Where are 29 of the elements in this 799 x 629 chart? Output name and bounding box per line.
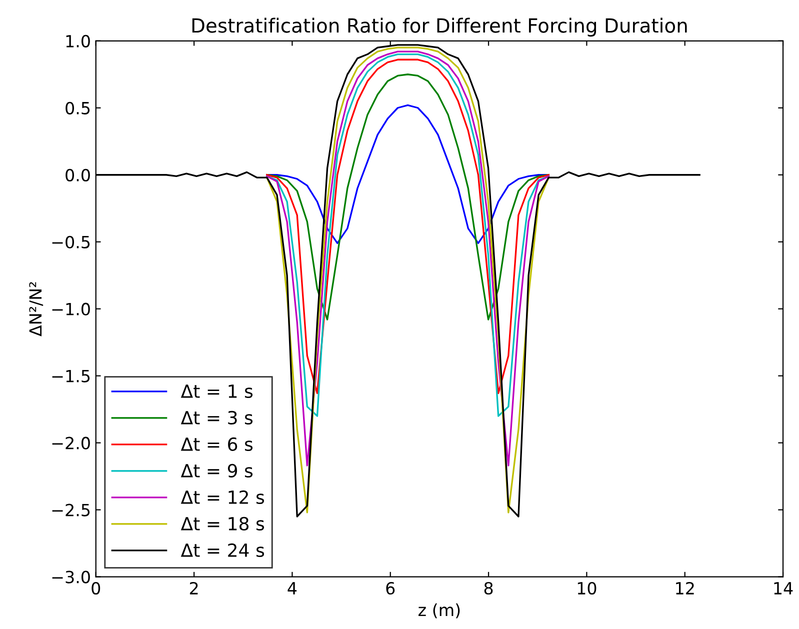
line-series [266, 104, 550, 244]
legend-label: Δt = 3 s [180, 410, 253, 425]
line-series [266, 74, 550, 320]
x-tick-label: 2 [190, 582, 198, 594]
y-tick-label: −3.0 [52, 570, 90, 584]
x-tick-label: 4 [288, 582, 297, 594]
y-tick-label: 0.5 [66, 102, 90, 114]
y-tick-label: 1.0 [66, 34, 90, 48]
y-tick-label: 0.0 [66, 168, 90, 182]
x-tick-label: 8 [484, 582, 493, 595]
y-axis-title: ΔN²/N² [29, 282, 44, 336]
legend-label: Δt = 6 s [180, 437, 253, 452]
y-tick-label: −2.5 [52, 504, 90, 516]
x-tick-label: 6 [386, 582, 395, 595]
x-tick-label: 10 [578, 582, 596, 595]
x-tick-label: 14 [774, 582, 793, 594]
legend-label: Δt = 1 s [180, 384, 253, 398]
legend-label: Δt = 18 s [180, 516, 264, 531]
legend-label: Δt = 9 s [180, 464, 253, 478]
legend-label: Δt = 24 s [180, 543, 264, 558]
y-tick-label: −2.0 [52, 436, 90, 450]
x-tick-label: 12 [676, 582, 694, 594]
x-axis-title: z (m) [418, 603, 460, 618]
legend-label: Δt = 12 s [180, 490, 264, 504]
chart-title: Destratification Ratio for Different Forcing Duration [192, 18, 687, 37]
y-tick-label: −1.5 [52, 370, 90, 382]
y-tick-label: −1.0 [52, 302, 90, 316]
x-tick-label: 0 [92, 582, 100, 595]
y-tick-label: −0.5 [52, 236, 90, 248]
